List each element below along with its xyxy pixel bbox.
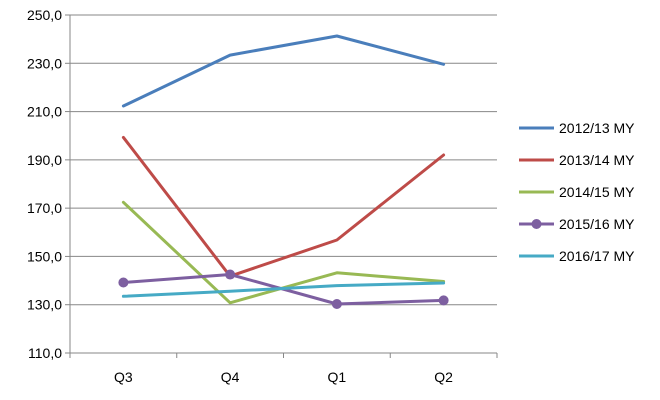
y-tick-label: 110,0: [28, 345, 62, 361]
legend-label: 2013/14 MY: [559, 152, 635, 168]
legend-label: 2014/15 MY: [559, 184, 635, 200]
x-tick-label: Q3: [114, 369, 133, 385]
x-tick-label: Q1: [328, 369, 347, 385]
legend-item: 2013/14 MY: [519, 152, 635, 168]
data-point: [331, 298, 342, 309]
y-tick-label: 210,0: [27, 104, 62, 120]
y-tick-label: 230,0: [27, 55, 62, 71]
legend-item: 2016/17 MY: [519, 248, 635, 264]
legend-item: 2014/15 MY: [519, 184, 635, 200]
legend-marker: [531, 219, 542, 229]
data-point: [118, 277, 129, 288]
series-line-1: [121, 34, 446, 108]
legend-item: 2015/16 MY: [519, 216, 635, 232]
legend-item: 2012/13 MY: [519, 120, 635, 136]
legend: 2012/13 MY 2013/14 MY 2014/15 MY 2015/16 MY…: [519, 120, 635, 264]
legend-label: 2012/13 MY: [559, 120, 635, 136]
x-tick-label: Q4: [221, 369, 240, 385]
y-tick-label: 190,0: [27, 152, 62, 168]
x-tick-label: Q2: [434, 369, 453, 385]
data-point: [438, 295, 449, 306]
grid: [70, 14, 497, 306]
legend-label: 2016/17 MY: [559, 248, 635, 264]
y-tick-label: 250,0: [27, 7, 62, 23]
y-tick-label: 150,0: [27, 248, 62, 264]
y-tick-label: 170,0: [27, 200, 62, 216]
series-line-5: [121, 281, 446, 298]
x-tick-labels: Q3 Q4 Q1 Q2: [114, 369, 453, 385]
legend-label: 2015/16 MY: [559, 216, 635, 232]
data-point: [225, 269, 236, 280]
series-line-2: [121, 135, 446, 278]
axes: [65, 14, 498, 358]
series-lines: [118, 34, 449, 309]
y-tick-labels: 110,0 130,0 150,0 170,0 190,0 210,0 230,0 250,0: [27, 7, 62, 361]
y-tick-label: 130,0: [27, 297, 62, 313]
